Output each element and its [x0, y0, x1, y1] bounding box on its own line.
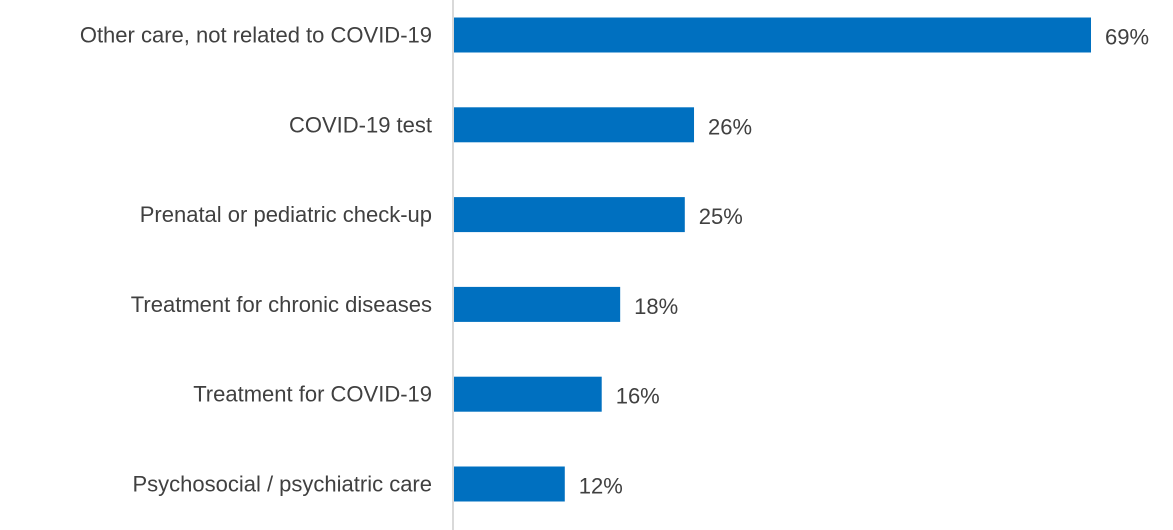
bar	[454, 466, 565, 502]
category-label: Prenatal or pediatric check-up	[140, 202, 432, 227]
category-label: Psychosocial / psychiatric care	[132, 472, 432, 497]
data-labels-group: 69% 26% 25% 18% 16% 12%	[579, 25, 1149, 499]
category-labels-group: Other care, not related to COVID-19 COVID…	[80, 23, 432, 497]
bar	[454, 107, 695, 143]
data-label: 26%	[708, 114, 752, 139]
data-label: 12%	[579, 474, 623, 499]
category-label: Other care, not related to COVID-19	[80, 23, 432, 48]
bar	[454, 197, 685, 233]
data-label: 18%	[634, 294, 678, 319]
data-label: 16%	[616, 384, 660, 409]
data-label: 69%	[1105, 25, 1149, 50]
bar	[454, 17, 1091, 53]
bar	[454, 286, 621, 322]
bars-group	[454, 17, 1091, 502]
bar	[454, 376, 602, 412]
data-label: 25%	[699, 204, 743, 229]
category-label: Treatment for chronic diseases	[131, 292, 432, 317]
category-label: COVID-19 test	[289, 112, 432, 137]
category-label: Treatment for COVID-19	[193, 382, 432, 407]
